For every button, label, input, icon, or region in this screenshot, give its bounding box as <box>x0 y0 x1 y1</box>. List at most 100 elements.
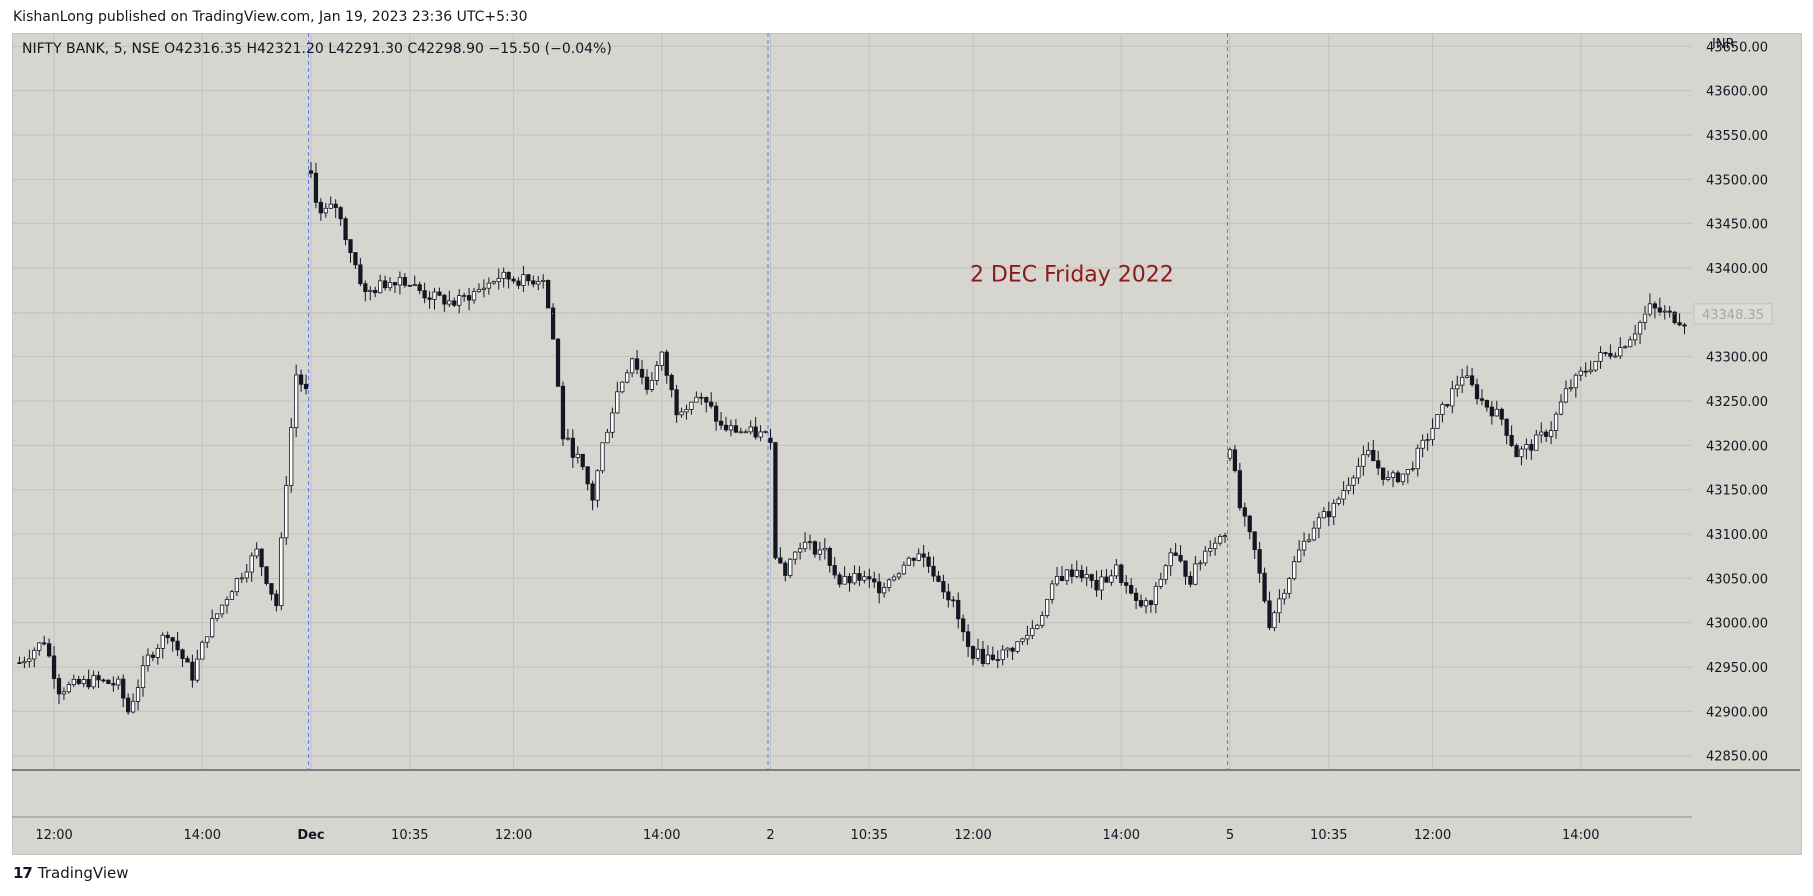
candle-body <box>956 599 961 620</box>
candle-body <box>249 555 254 573</box>
candle-body <box>817 549 823 555</box>
candlestick-chart[interactable]: 43650.00 43600.00 43550.00 43500.00 43450.00… <box>12 33 1800 853</box>
candle-body <box>990 654 995 660</box>
candle-body <box>1385 477 1391 480</box>
candle-body <box>891 576 897 581</box>
brand-name: TradingView <box>37 864 129 882</box>
candle-body <box>644 376 650 390</box>
candle-body <box>768 437 773 443</box>
price-axis-label: 43000.00 <box>1706 617 1768 632</box>
candle-body <box>66 684 72 693</box>
candle-body <box>1662 310 1667 313</box>
candle-body <box>269 583 274 595</box>
candle-body <box>526 274 531 282</box>
candle-body <box>1084 574 1089 579</box>
legend-l-label: L <box>328 41 336 57</box>
candle-body <box>373 290 378 294</box>
candle-body <box>214 613 220 619</box>
candle-body <box>1484 399 1490 408</box>
candle-body <box>313 172 319 203</box>
candle-body <box>205 636 210 643</box>
candle-body <box>546 279 551 309</box>
candle-body <box>1469 375 1475 386</box>
price-axis-label: 42850.00 <box>1706 750 1768 765</box>
candle-body <box>1030 628 1035 636</box>
candle-body <box>1499 408 1504 420</box>
candle-body <box>560 385 566 440</box>
candle-body <box>521 274 526 286</box>
candle-body <box>1326 511 1331 518</box>
candle-body <box>466 295 472 301</box>
candle-body <box>827 547 832 566</box>
time-axis-label: 14:00 <box>1562 828 1599 843</box>
candle-body <box>1010 647 1015 652</box>
candle-body <box>224 599 230 606</box>
time-axis-label: 10:35 <box>391 828 428 843</box>
candle-body <box>1064 569 1070 581</box>
candle-body <box>471 291 477 301</box>
candle-body <box>1282 592 1287 600</box>
candle-body <box>857 573 862 581</box>
candle-body <box>570 437 575 458</box>
candle-body <box>1544 431 1549 437</box>
candle-body <box>1583 370 1588 373</box>
candle-body <box>1109 575 1114 583</box>
candle-body <box>1440 404 1445 415</box>
candle-body <box>51 655 57 679</box>
candle-body <box>1647 303 1653 315</box>
candle-body <box>145 654 151 667</box>
candle-body <box>1311 527 1317 541</box>
candle-body <box>738 431 743 434</box>
candle-body <box>926 556 931 567</box>
candle-body <box>654 365 659 381</box>
candle-body <box>536 281 541 285</box>
candle-body <box>610 412 615 433</box>
candle-body <box>1178 555 1183 562</box>
candle-body <box>422 290 427 299</box>
candle-body <box>1361 454 1366 467</box>
candle-body <box>605 431 610 444</box>
chart-panel[interactable] <box>12 33 1802 855</box>
candle-body <box>175 640 180 651</box>
candle-body <box>397 276 403 286</box>
candle-body <box>679 411 684 416</box>
candle-body <box>1297 549 1302 563</box>
candle-body <box>970 646 976 659</box>
publisher-line: KishanLong published on TradingView.com,… <box>13 9 528 25</box>
legend-change: −15.50 (−0.04%) <box>488 41 611 57</box>
candle-body <box>1509 435 1514 446</box>
candle-body <box>634 358 640 370</box>
candle-body <box>1460 376 1465 386</box>
candle-body <box>1356 465 1361 479</box>
candle-body <box>111 683 116 686</box>
candle-body <box>353 252 358 266</box>
candle-body <box>1054 575 1060 585</box>
candle-body <box>86 679 91 688</box>
candle-body <box>1341 490 1346 500</box>
candle-body <box>427 297 432 300</box>
candle-body <box>778 557 783 564</box>
candle-body <box>1232 449 1238 472</box>
candle-body <box>1608 352 1613 357</box>
time-axis-label: Dec <box>297 828 324 843</box>
price-axis-label: 43400.00 <box>1706 262 1768 277</box>
candle-body <box>516 280 521 286</box>
candle-body <box>847 576 852 584</box>
candle-body <box>101 679 106 682</box>
candle-body <box>294 374 299 429</box>
candle-body <box>1563 388 1569 403</box>
candle-body <box>951 599 956 602</box>
candle-body <box>773 442 778 559</box>
candle-body <box>259 548 264 568</box>
candle-body <box>797 548 803 553</box>
candle-body <box>234 578 239 593</box>
candle-body <box>946 591 951 601</box>
candle-body <box>155 647 160 658</box>
candle-body <box>1321 511 1326 519</box>
candle-body <box>1376 460 1381 469</box>
candle-body <box>1435 413 1440 429</box>
candle-body <box>457 295 462 306</box>
legend-h-value: 42321.20 <box>257 41 328 57</box>
candle-body <box>358 264 363 285</box>
candle-body <box>348 239 353 253</box>
